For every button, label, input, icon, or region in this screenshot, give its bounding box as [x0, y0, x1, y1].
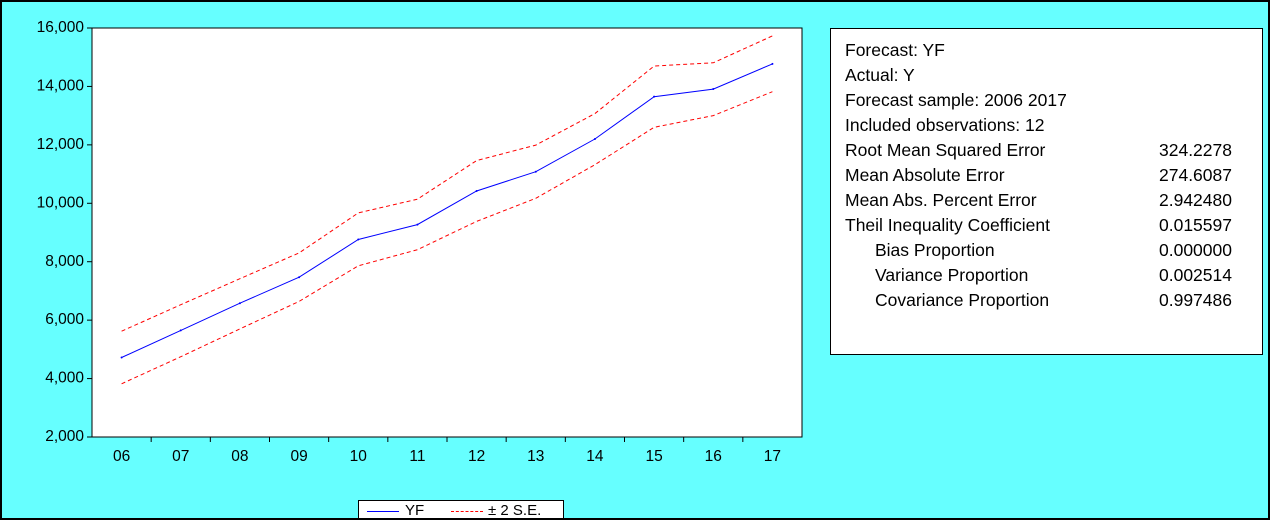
forecast-statistics-panel: Forecast: YF Actual: Y Forecast sample: 20…	[830, 28, 1263, 355]
yf-forecast-point	[534, 170, 537, 173]
stat-row: Theil Inequality Coefficient 0.015597	[845, 213, 1262, 238]
yf-forecast-point	[179, 329, 182, 332]
yf-forecast-point	[712, 88, 715, 91]
y-axis: 2,000 4,000 6,000 8,000 10,000 12,000 14,000 16…	[37, 19, 92, 445]
y-tick-label: 4,000	[45, 370, 84, 387]
legend-label-yf: YF	[405, 502, 425, 519]
yf-forecast-point	[475, 190, 478, 193]
stat-label: Actual: Y	[845, 65, 915, 85]
yf-forecast-point	[653, 95, 656, 98]
yf-forecast-line	[121, 63, 773, 358]
x-tick-label: 14	[586, 448, 604, 465]
stat-label: Forecast: YF	[845, 40, 945, 60]
stat-row: Forecast sample: 2006 2017	[845, 88, 1262, 113]
stat-label: Root Mean Squared Error	[845, 140, 1046, 160]
stat-label: Included observations: 12	[845, 115, 1045, 135]
stat-value: 0.002514	[1159, 265, 1232, 285]
yf-forecast-point	[593, 138, 596, 141]
stat-row: Root Mean Squared Error 324.2278	[845, 138, 1262, 163]
plot-area	[91, 27, 803, 438]
x-tick-label: 11	[409, 448, 425, 465]
x-tick-label: 07	[172, 448, 189, 465]
stat-value: 2.942480	[1159, 190, 1232, 210]
stat-value: 274.6087	[1159, 165, 1232, 185]
stat-row: Mean Abs. Percent Error 2.942480	[845, 188, 1262, 213]
stat-label: Covariance Proportion	[875, 290, 1050, 310]
stat-row: Covariance Proportion 0.997486	[845, 288, 1262, 313]
chart-legend: YF ± 2 S.E.	[358, 500, 564, 519]
x-tick-label: 16	[705, 448, 722, 465]
stat-label: Mean Abs. Percent Error	[845, 190, 1037, 210]
stat-label: Forecast sample: 2006 2017	[845, 90, 1067, 110]
stat-row: Variance Proportion 0.002514	[845, 263, 1262, 288]
yf-forecast-point	[298, 276, 301, 279]
yf-forecast-point	[771, 62, 774, 65]
stat-label: Variance Proportion	[875, 265, 1029, 285]
stat-row: Included observations: 12	[845, 113, 1262, 138]
x-tick-label: 10	[350, 448, 368, 465]
x-tick-label: 09	[290, 448, 307, 465]
y-tick-label: 10,000	[37, 194, 85, 211]
yf-forecast-point	[120, 356, 123, 359]
x-tick-label: 06	[113, 448, 130, 465]
stat-label: Theil Inequality Coefficient	[845, 215, 1050, 235]
series-layer	[120, 35, 774, 385]
stat-row: Forecast: YF	[845, 38, 1262, 63]
stat-row: Actual: Y	[845, 63, 1262, 88]
legend-label-se: ± 2 S.E.	[488, 502, 542, 519]
y-tick-label: 12,000	[37, 136, 85, 153]
lower-se-band-line	[121, 91, 773, 385]
x-tick-label: 13	[527, 448, 544, 465]
stat-value: 0.000000	[1159, 240, 1232, 260]
stat-value: 324.2278	[1159, 140, 1232, 160]
stat-label: Bias Proportion	[875, 240, 995, 260]
legend-swatch-se	[451, 511, 483, 512]
stat-value: 0.997486	[1159, 290, 1232, 310]
yf-forecast-point	[416, 223, 419, 226]
y-tick-label: 2,000	[45, 428, 84, 445]
stat-label: Mean Absolute Error	[845, 165, 1005, 185]
y-tick-label: 14,000	[37, 78, 85, 95]
x-tick-label: 12	[468, 448, 485, 465]
x-tick-label: 17	[764, 448, 781, 465]
stat-value: 0.015597	[1159, 215, 1232, 235]
legend-swatch-yf	[367, 511, 399, 512]
x-tick-label: 15	[645, 448, 662, 465]
x-axis: 06 07 08 09 10 11 12 13 14 15 16 17	[113, 437, 781, 465]
y-tick-label: 16,000	[37, 19, 85, 36]
stat-row: Bias Proportion 0.000000	[845, 238, 1262, 263]
upper-se-band-line	[121, 35, 773, 332]
y-tick-label: 8,000	[45, 253, 84, 270]
yf-forecast-point	[238, 302, 241, 305]
stat-row: Mean Absolute Error 274.6087	[845, 163, 1262, 188]
y-tick-label: 6,000	[45, 311, 84, 328]
x-tick-label: 08	[231, 448, 248, 465]
yf-forecast-point	[357, 238, 360, 241]
